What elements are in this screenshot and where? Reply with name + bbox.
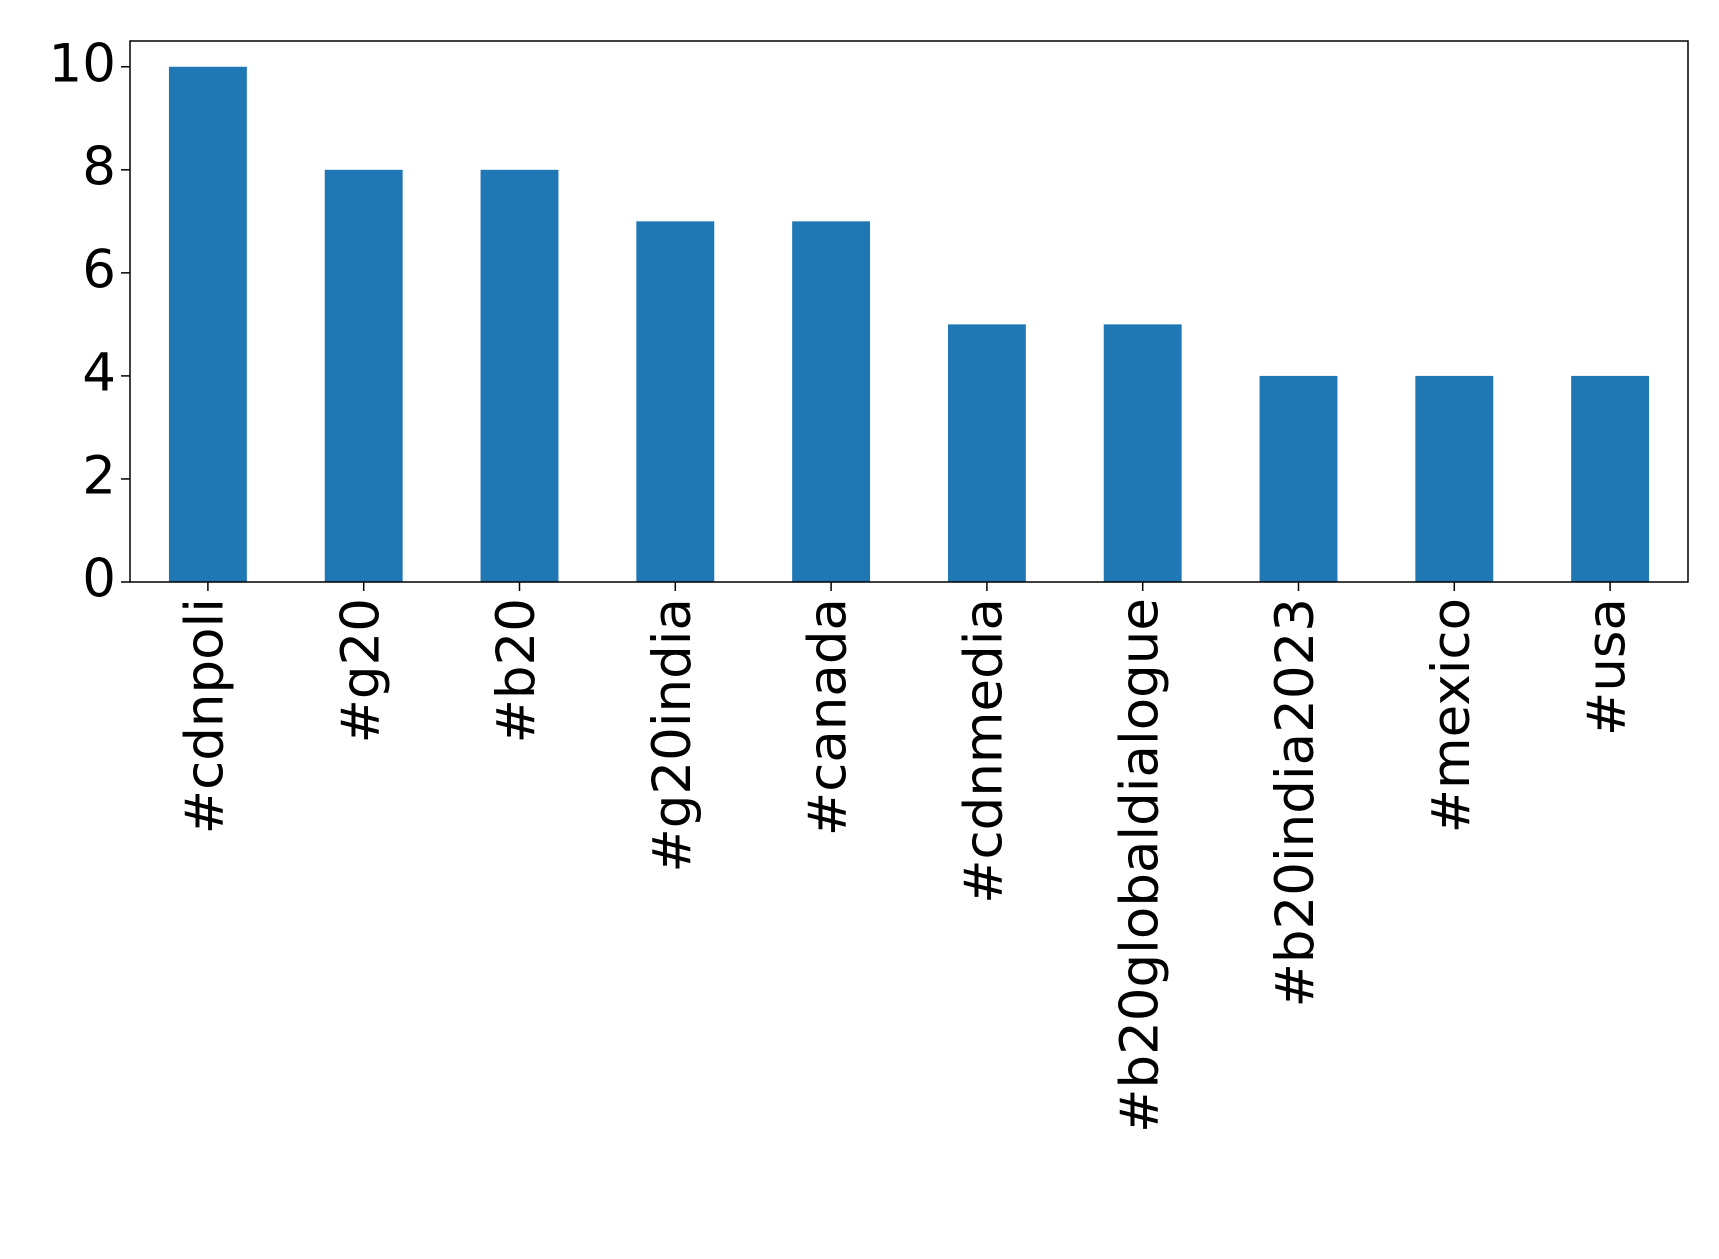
bar [480, 169, 559, 583]
y-tick-label: 6 [82, 239, 116, 300]
bar [168, 66, 247, 582]
x-tick-label: #g20india [642, 598, 703, 873]
x-tick-label: #cdnpoli [175, 598, 236, 834]
bar [636, 221, 715, 583]
y-tick-label: 10 [49, 33, 116, 94]
x-tick-label: #cdnmedia [954, 598, 1015, 904]
x-tick-label: #canada [798, 598, 859, 836]
y-tick-label: 8 [82, 136, 116, 197]
bar [1259, 375, 1338, 582]
x-tick-label: #b20india2023 [1265, 598, 1326, 1008]
bar [1571, 375, 1650, 582]
bar [1415, 375, 1494, 582]
x-tick-label: #b20 [486, 598, 547, 744]
x-tick-label: #usa [1577, 598, 1638, 736]
x-tick-label: #mexico [1421, 598, 1482, 833]
plot-frame [129, 40, 1689, 583]
x-tick-label: #g20 [330, 598, 391, 744]
y-tick-label: 2 [82, 446, 116, 507]
bar [792, 221, 871, 583]
x-tick-label: #b20globaldialogue [1109, 598, 1170, 1133]
bar [324, 169, 403, 583]
bar [1103, 324, 1182, 582]
y-tick-label: 4 [82, 343, 116, 404]
y-tick-label: 0 [82, 549, 116, 610]
bar [947, 324, 1026, 582]
